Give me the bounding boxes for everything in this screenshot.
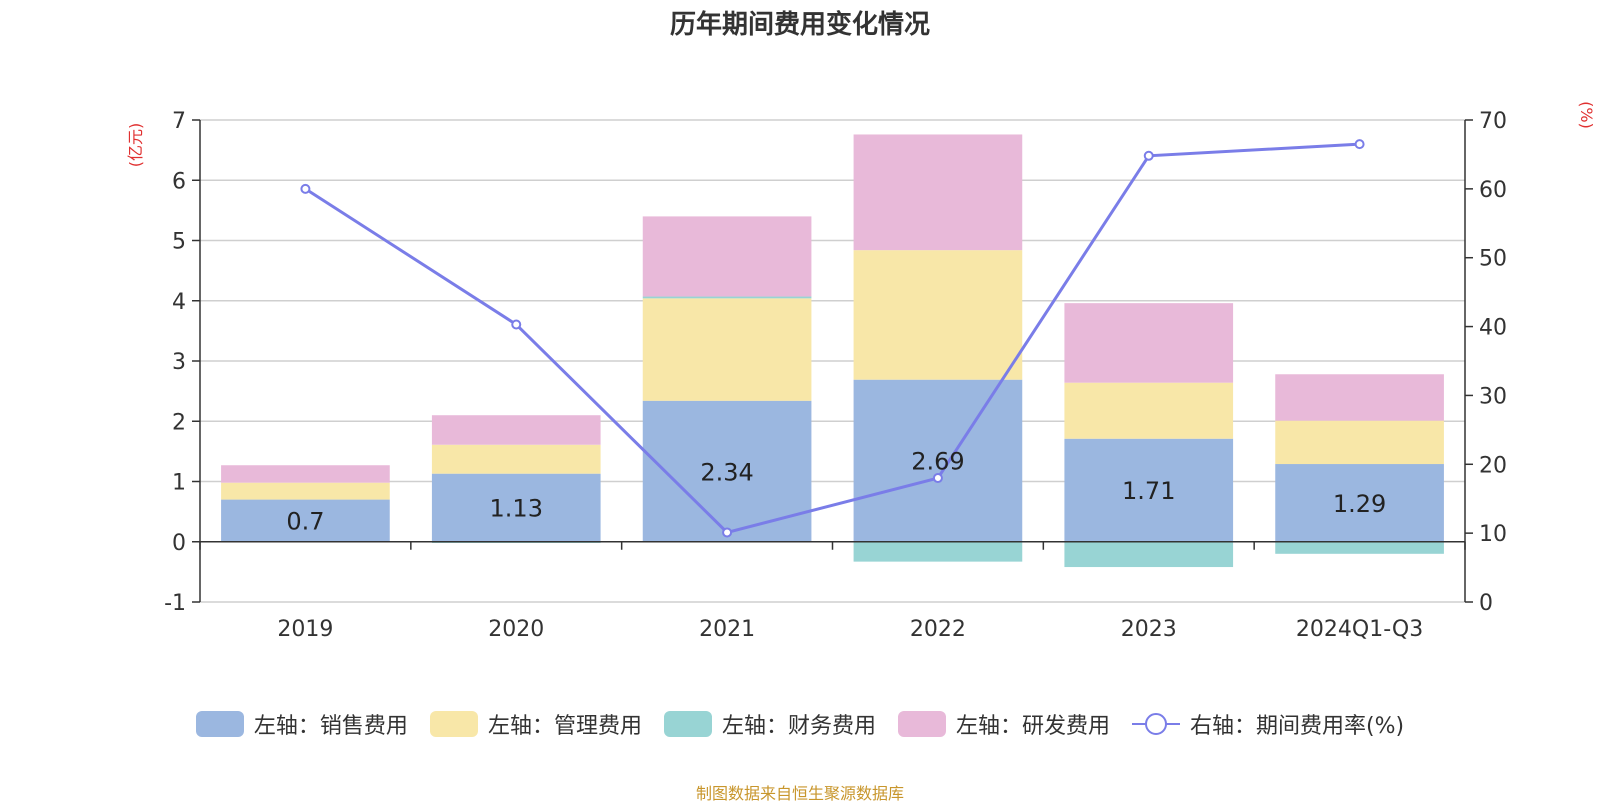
rate-point (300, 183, 311, 194)
left-axis-unit-label: (亿元) (126, 123, 145, 168)
label-layer: 0.7 1.13 2.34 2.69 1.71 1.29 (286, 448, 1386, 536)
bar-layer (221, 134, 1444, 568)
legend-swatch-finance (663, 711, 712, 737)
bar-finance (642, 296, 812, 299)
right-axis-tick-label: 20 (1479, 453, 1507, 478)
legend-item-rate[interactable]: 右轴：期间费用率(%) (1131, 708, 1405, 740)
left-axis-tick-label: 7 (172, 109, 186, 134)
bar-rd (853, 134, 1023, 251)
left-axis-tick-label: 6 (172, 169, 186, 194)
bar-sales (853, 379, 1023, 542)
bar-rd (431, 415, 601, 445)
legend-swatch-admin (429, 711, 478, 737)
x-axis-tick-label: 2023 (1121, 617, 1177, 642)
sales-data-label: 0.7 (286, 508, 324, 536)
left-axis-tick-label: 4 (172, 290, 186, 315)
legend-label-sales: 左轴：销售费用 (253, 714, 408, 739)
rate-line (304, 142, 1360, 535)
legend-label-finance: 左轴：财务费用 (721, 714, 876, 739)
legend-item-finance[interactable]: 左轴：财务费用 (663, 708, 876, 740)
grid-layer (200, 119, 1465, 603)
sales-data-label: 2.69 (911, 448, 964, 476)
bar-finance (853, 541, 1023, 562)
rate-point (932, 473, 943, 484)
x-axis-tick-label: 2022 (910, 617, 966, 642)
rate-point (1354, 139, 1365, 150)
right-axis-tick-label: 60 (1479, 178, 1507, 203)
legend-swatch-sales (195, 711, 244, 737)
bar-admin (221, 482, 390, 500)
left-axis-tick-label: 3 (172, 350, 186, 375)
sales-data-label: 1.13 (490, 495, 543, 523)
bar-admin (642, 298, 812, 401)
bar-admin (1064, 382, 1234, 439)
x-axis-tick-label: 2024Q1-Q3 (1296, 617, 1423, 642)
right-axis-tick-label: 30 (1479, 384, 1507, 409)
rate-point (1143, 150, 1154, 161)
left-axis-tick-label: 0 (172, 531, 186, 556)
rate-point (722, 527, 733, 538)
legend-label-rate: 右轴：期间费用率(%) (1189, 714, 1405, 739)
left-axis-tick-label: 5 (172, 230, 186, 255)
bar-rd (642, 216, 812, 297)
right-axis-tick-label: 50 (1479, 247, 1507, 272)
source-note: 制图数据来自恒生聚源数据库 (695, 784, 904, 803)
x-axis-tick-label: 2019 (277, 617, 333, 642)
x-axis-tick-label: 2020 (488, 617, 544, 642)
left-axis-tick-label: -1 (164, 591, 186, 616)
x-axis-tick-label: 2021 (699, 617, 755, 642)
right-axis-tick-label: 70 (1479, 109, 1507, 134)
left-axis-tick-label: 1 (172, 471, 186, 496)
bar-finance (1064, 541, 1234, 568)
bar-rd (1064, 303, 1234, 383)
sales-data-label: 1.71 (1122, 477, 1175, 505)
bar-rd (1275, 374, 1444, 421)
legend-item-sales[interactable]: 左轴：销售费用 (195, 708, 408, 740)
right-axis-tick-label: 40 (1479, 316, 1507, 341)
left-axis-tick-label: 2 (172, 410, 186, 435)
legend-label-rd: 左轴：研发费用 (955, 714, 1110, 739)
sales-data-label: 1.29 (1333, 490, 1386, 518)
bar-sales (431, 473, 601, 542)
bar-admin (431, 444, 601, 474)
line-layer (300, 139, 1365, 538)
bar-rd (221, 465, 390, 483)
bar-admin (1275, 420, 1444, 465)
right-axis-tick-label: 10 (1479, 522, 1507, 547)
legend-item-rd[interactable]: 左轴：研发费用 (897, 708, 1110, 740)
right-axis-tick-label: 0 (1479, 591, 1493, 616)
legend: 左轴：销售费用 左轴：管理费用 左轴：财务费用 左轴：研发费用 右轴：期间费用率… (0, 708, 1600, 740)
bar-finance (1275, 541, 1444, 554)
bar-admin (853, 250, 1023, 380)
bar-sales (1275, 464, 1444, 542)
legend-swatch-rate (1131, 711, 1180, 737)
sales-data-label: 2.34 (700, 458, 753, 486)
bar-sales (221, 499, 390, 542)
legend-label-admin: 左轴：管理费用 (487, 714, 642, 739)
bar-sales (1064, 438, 1234, 542)
right-axis-unit-label: (%) (1577, 101, 1596, 129)
legend-swatch-rd (897, 711, 946, 737)
rate-point (511, 319, 522, 330)
legend-item-admin[interactable]: 左轴：管理费用 (429, 708, 642, 740)
chart-title: 历年期间费用变化情况 (669, 10, 930, 40)
